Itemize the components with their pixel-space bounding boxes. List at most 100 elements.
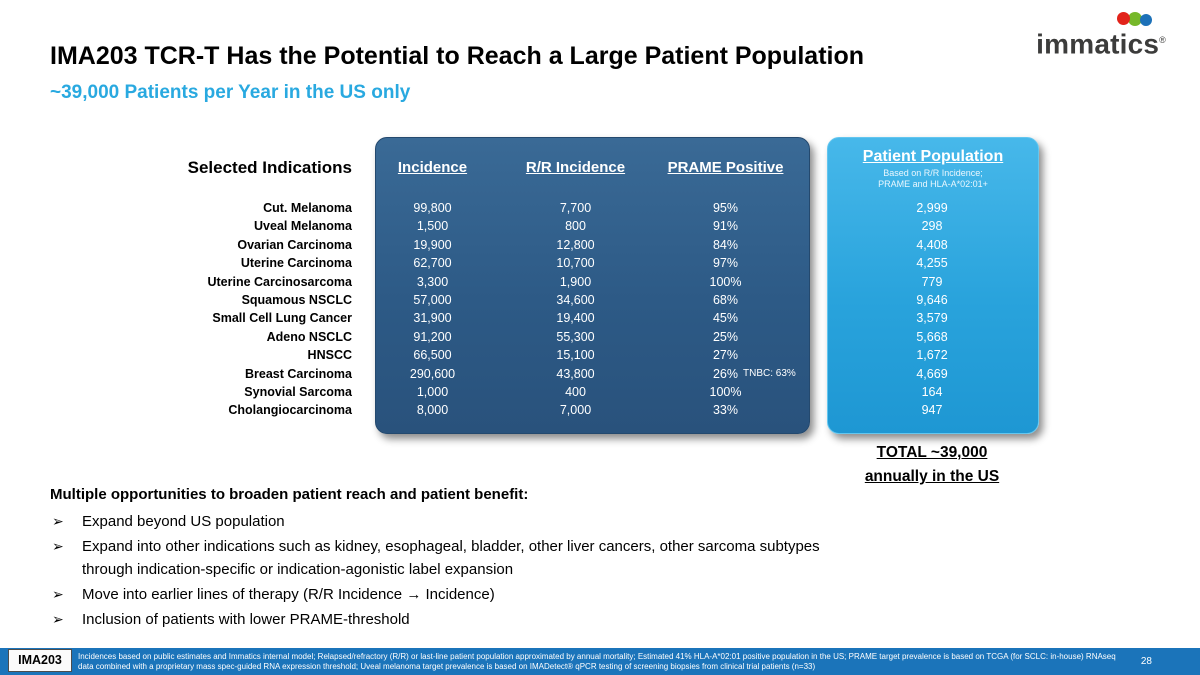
prame-positive-value: 84% [712,237,739,252]
rr-incidence-value: 34,600 [556,292,595,307]
opportunity-item: ➢ Expand beyond US population [50,510,870,533]
opportunity-item: ➢ Expand into other indications such as k… [50,535,870,581]
rr-incidence-value: 55,300 [556,329,595,344]
indication-label: Small Cell Lung Cancer [212,311,352,326]
prame-positive-value: 45% [712,311,739,326]
rr-incidence-value: 1,900 [559,274,592,289]
indication-label: Uveal Melanoma [254,219,352,234]
patient-population-value: 5,668 [916,329,948,344]
logo-wordmark: immatics® [1036,27,1166,60]
prame-positive-value: 27% [712,348,739,363]
rr-incidence-value: 43,800 [556,366,595,381]
opportunity-item: ➢ Move into earlier lines of therapy (R/R… [50,583,870,606]
patient-population-value: 164 [921,384,943,399]
incidence-value: 31,900 [413,311,452,326]
logo-dot-green-icon [1128,12,1142,26]
logo-dot-red-icon [1117,12,1130,25]
indication-label: Cut. Melanoma [263,201,352,215]
immatics-logo: immatics® [1036,12,1166,60]
opportunity-item-text: Expand beyond US population [82,513,285,530]
opportunity-item-text: Move into earlier lines of therapy (R/R … [82,586,495,603]
footnote-text: Incidences based on public estimates and… [78,652,1116,671]
opportunity-item-text: Expand into other indications such as ki… [82,538,820,578]
total-line2: annually in the US [864,468,1000,485]
rr-incidence-value: 400 [565,384,586,399]
total-annotation: TOTAL ~39,000 annually in the US [827,441,1037,489]
prame-positive-value: 33% [712,403,739,418]
column-header-rr-incidence: R/R Incidence [525,159,626,176]
rr-incidence-value: 10,700 [556,256,595,271]
prame-positive-column: 95% 91% 84% 97% 100% 68% 45% 25% 27% 26% TNBC: 63%… [653,199,798,420]
opportunities-list: ➢ Expand beyond US population ➢ Expand into… [50,510,870,631]
incidence-value: 91,200 [413,329,452,344]
incidence-value: 290,600 [409,366,456,381]
prame-positive-value: 100% [709,384,742,399]
incidence-value: 19,900 [413,237,452,252]
logo-dots [1036,12,1152,26]
program-label: IMA203 [8,649,72,672]
patient-population-column: 2,999 298 4,408 4,255 779 9,646 3,579 5,668 1,67… [827,199,1037,420]
incidence-value: 8,000 [416,403,449,418]
footer-bar: IMA203 Incidences based on public estima… [0,648,1200,675]
patient-population-subheader: Based on R/R Incidence; PRAME and HLA-A*… [828,168,1038,190]
column-header-prame-positive: PRAME Positive [667,159,784,176]
opportunity-item-text: Inclusion of patients with lower PRAME-t… [82,611,410,628]
patient-population-value: 4,255 [916,256,948,271]
patient-population-panel: Patient Population Based on R/R Incidenc… [827,137,1039,434]
incidence-column: 99,800 1,500 19,900 62,700 3,300 57,000 31,900… [375,199,490,420]
patient-population-value: 2,999 [916,201,948,215]
indication-label: Cholangiocarcinoma [228,403,352,418]
bullet-arrow-icon: ➢ [52,513,64,529]
opportunities-heading: Multiple opportunities to broaden patien… [50,486,529,503]
indication-label: Synovial Sarcoma [244,384,352,399]
indication-label: Uterine Carcinosarcoma [207,274,352,289]
opportunity-item: ➢ Inclusion of patients with lower PRAME-… [50,608,870,631]
patient-population-value: 9,646 [916,292,948,307]
indication-label: Uterine Carcinoma [240,256,352,271]
prame-positive-value: 97% [712,256,739,271]
patient-population-value: 3,579 [916,311,948,326]
patient-population-value: 4,669 [916,366,948,381]
incidence-value: 3,300 [416,274,449,289]
patient-population-header: Patient Population [862,148,1004,165]
logo-wordmark-text: immatics [1036,28,1160,60]
incidence-panel [375,137,810,434]
page-number: 28 [1140,656,1152,667]
bullet-arrow-icon: ➢ [52,586,64,602]
patient-population-subheader-line2: PRAME and HLA-A*02:01+ [878,179,988,189]
incidence-value: 57,000 [413,292,452,307]
indication-label: Adeno NSCLC [266,329,352,344]
indication-label: Breast Carcinoma [245,366,352,381]
rr-incidence-value: 19,400 [556,311,595,326]
patient-population-value: 298 [921,219,943,234]
prame-positive-value: 68% [712,292,739,307]
prame-positive-value: 26% TNBC: 63% [653,365,798,383]
prame-positive-value: 95% [712,201,739,215]
patient-population-subheader-line1: Based on R/R Incidence; [883,168,983,178]
selected-indications-header: Selected Indications [187,158,352,177]
indication-label: HNSCC [307,348,352,363]
patient-population-value: 1,672 [916,348,948,363]
rr-incidence-value: 15,100 [556,348,595,363]
bullet-arrow-icon: ➢ [52,611,64,627]
slide-subtitle: ~39,000 Patients per Year in the US only [50,82,411,103]
logo-dot-blue-icon [1140,14,1152,26]
incidence-value: 62,700 [413,256,452,271]
column-header-incidence: Incidence [397,159,468,176]
rr-incidence-value: 800 [565,219,586,234]
patient-population-value: 947 [921,403,943,418]
prame-positive-value: 25% [712,329,739,344]
rr-incidence-value: 7,700 [559,201,592,215]
rr-incidence-column: 7,700 800 12,800 10,700 1,900 34,600 19,400 55,… [513,199,638,420]
indications-column: Cut. Melanoma Uveal Melanoma Ovarian Carci… [60,199,352,420]
patient-population-value: 779 [921,274,943,289]
rr-incidence-value: 7,000 [559,403,592,418]
incidence-value: 1,000 [416,384,449,399]
prame-positive-value: 91% [712,219,739,234]
prame-positive-value: 100% [709,274,742,289]
page-title: IMA203 TCR-T Has the Potential to Reach … [50,42,865,70]
tnbc-note: TNBC: 63% [743,367,796,379]
total-line1: TOTAL ~39,000 [876,444,988,461]
opportunities-section: Multiple opportunities to broaden patien… [50,486,870,633]
incidence-value: 99,800 [413,201,452,215]
